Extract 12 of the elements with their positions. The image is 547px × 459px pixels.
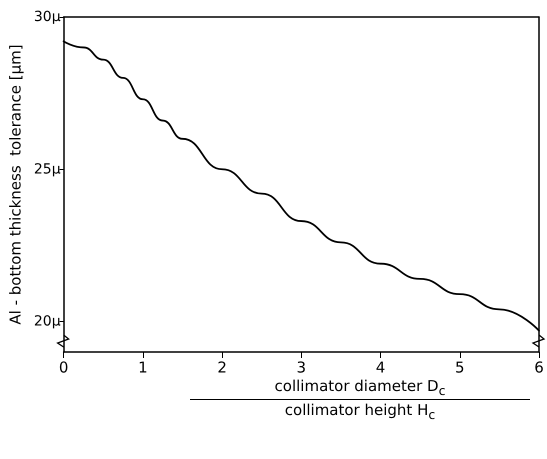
y-tick-label: 20μ [34,314,61,330]
x-tick-label: 6 [534,358,544,376]
y-tick-label: 25μ [34,161,61,178]
y-axis-title: Al - bottom thickness tolerance [μm] [6,44,24,325]
x-tick-label: 5 [454,358,465,376]
x-tick-label: 0 [58,358,68,376]
y-tick-label: 30μ [34,9,61,25]
x-tick-label: 1 [138,358,148,376]
x-tick-label: 3 [296,358,306,376]
x-axis-title: collimator diameter D$_{c}$ collimator height H$_{c}$ [274,376,446,423]
x-tick-label: 2 [217,358,227,376]
x-tick-label: 4 [376,358,386,376]
